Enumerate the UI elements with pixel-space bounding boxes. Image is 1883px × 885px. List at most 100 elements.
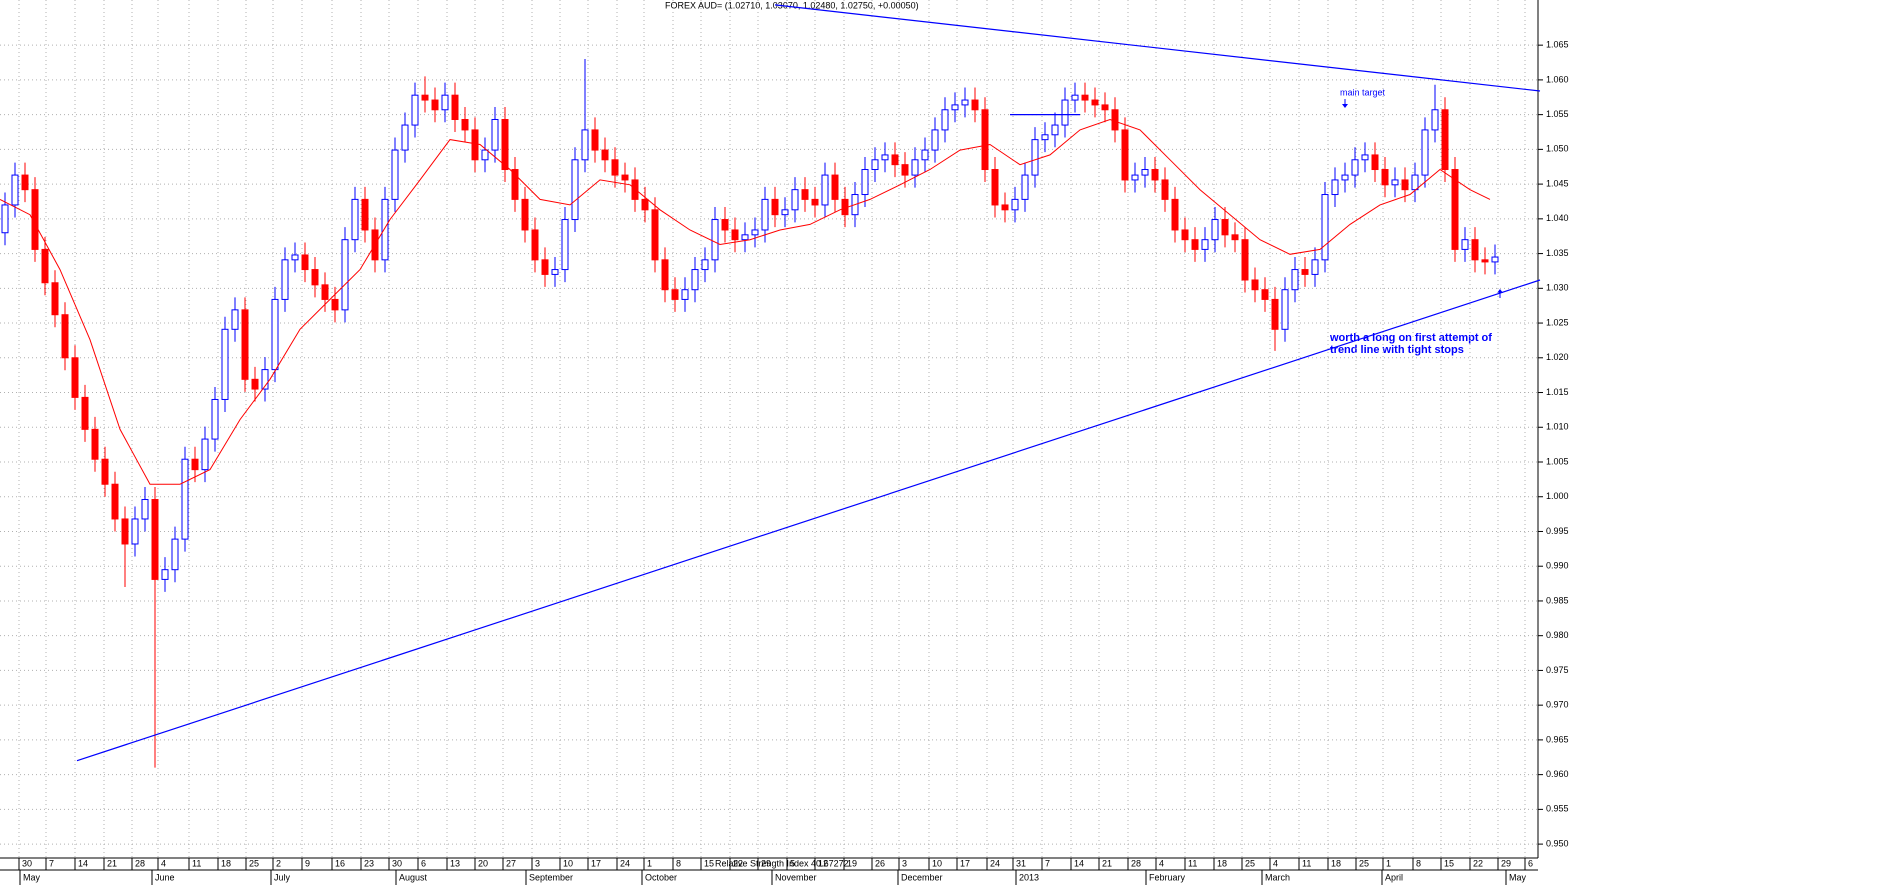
candle-body — [1121, 129, 1129, 181]
x-tick-label: 25 — [249, 858, 259, 868]
x-tick-label: 3 — [902, 858, 907, 868]
trend-line — [76, 279, 1541, 762]
x-tick-label: 20 — [478, 858, 488, 868]
indicator-label: Relative Strength Index 40.67272 — [715, 858, 849, 868]
candle-body — [471, 129, 479, 161]
candle-body — [1241, 239, 1249, 281]
x-tick-label: 14 — [78, 858, 88, 868]
candle-body — [531, 229, 539, 261]
candle-body — [331, 298, 339, 311]
candle-body — [791, 189, 799, 211]
candle-body — [1091, 99, 1099, 106]
candle-body — [1111, 109, 1119, 131]
x-tick-label: 6 — [1528, 858, 1533, 868]
candle-body — [1031, 139, 1039, 176]
x-tick-label: 14 — [1074, 858, 1084, 868]
candle-body — [591, 129, 599, 151]
candle-body — [61, 314, 69, 359]
x-tick-label: 11 — [1188, 858, 1197, 868]
x-tick-label: 19 — [847, 858, 857, 868]
candle-body — [1201, 239, 1209, 250]
candle-body — [1481, 259, 1489, 263]
candle-body — [871, 159, 879, 171]
candle-body — [141, 499, 149, 520]
y-tick-label: 1.060 — [1546, 74, 1569, 84]
candle-body — [161, 569, 169, 580]
candle-body — [1011, 198, 1019, 211]
candle-body — [41, 248, 49, 284]
candle-body — [111, 483, 119, 520]
x-tick-label: 11 — [1302, 858, 1311, 868]
candle-body — [1381, 169, 1389, 186]
candle-body — [931, 129, 939, 151]
x-tick-label: 10 — [932, 858, 942, 868]
candle-body — [411, 94, 419, 126]
y-tick-label: 0.985 — [1546, 595, 1569, 605]
candle-body — [1101, 104, 1109, 111]
x-tick-label: 22 — [1473, 858, 1483, 868]
candle-body — [1021, 174, 1029, 200]
x-tick-label: 7 — [1045, 858, 1050, 868]
candle-body — [1271, 298, 1279, 330]
candle-body — [91, 428, 99, 460]
moving-average — [0, 118, 1491, 485]
candle-body — [721, 219, 729, 231]
month-label: August — [399, 872, 428, 882]
candle-body — [1321, 194, 1329, 261]
x-tick-label: 4 — [161, 858, 166, 868]
candle-body — [861, 169, 869, 196]
candle-body — [341, 239, 349, 311]
x-tick-label: 8 — [1416, 858, 1421, 868]
candle-body — [1041, 134, 1049, 141]
candle-body — [381, 198, 389, 261]
x-tick-label: 6 — [421, 858, 426, 868]
x-tick-label: 26 — [875, 858, 885, 868]
candle-body — [741, 234, 749, 241]
candle-body — [1441, 109, 1449, 171]
candle-body — [1301, 269, 1309, 275]
x-tick-label: 25 — [1245, 858, 1255, 868]
x-tick-label: 18 — [1331, 858, 1341, 868]
candle-body — [421, 94, 429, 101]
month-label: April — [1385, 872, 1403, 882]
y-tick-label: 1.000 — [1546, 491, 1569, 501]
x-tick-label: 2 — [276, 858, 281, 868]
annotation: worth a long on first attempt of — [1329, 332, 1492, 344]
candle-body — [1461, 239, 1469, 250]
candle-body — [1451, 169, 1459, 250]
candle-body — [51, 282, 59, 316]
candle-body — [231, 309, 239, 330]
chart-title: FOREX AUD= (1.02710, 1.03070, 1.02480, 1… — [665, 0, 919, 10]
candle-body — [1291, 269, 1299, 291]
month-label: December — [901, 872, 943, 882]
trend-line — [774, 4, 1541, 92]
y-tick-label: 0.955 — [1546, 804, 1569, 814]
y-tick-label: 1.020 — [1546, 352, 1569, 362]
candle-body — [651, 209, 659, 261]
candle-body — [1391, 179, 1399, 186]
y-tick-label: 0.980 — [1546, 630, 1569, 640]
candle-body — [271, 298, 279, 371]
candle-body — [401, 124, 409, 151]
candle-body — [821, 174, 829, 206]
month-label: June — [155, 872, 175, 882]
y-tick-label: 0.960 — [1546, 769, 1569, 779]
candle-body — [131, 518, 139, 545]
y-tick-label: 0.990 — [1546, 561, 1569, 571]
candle-body — [431, 99, 439, 111]
x-tick-label: 31 — [1016, 858, 1026, 868]
candle-body — [1311, 259, 1319, 275]
candle-body — [801, 189, 809, 200]
x-tick-label: 15 — [1444, 858, 1454, 868]
candle-body — [291, 254, 299, 261]
candle-body — [1421, 129, 1429, 176]
candle-body — [1341, 174, 1349, 181]
candle-body — [981, 109, 989, 171]
candle-body — [1001, 204, 1009, 211]
x-tick-label: 5 — [790, 858, 795, 868]
candle-body — [891, 154, 899, 166]
y-tick-label: 1.055 — [1546, 109, 1569, 119]
candle-body — [631, 179, 639, 200]
candle-body — [81, 396, 89, 430]
